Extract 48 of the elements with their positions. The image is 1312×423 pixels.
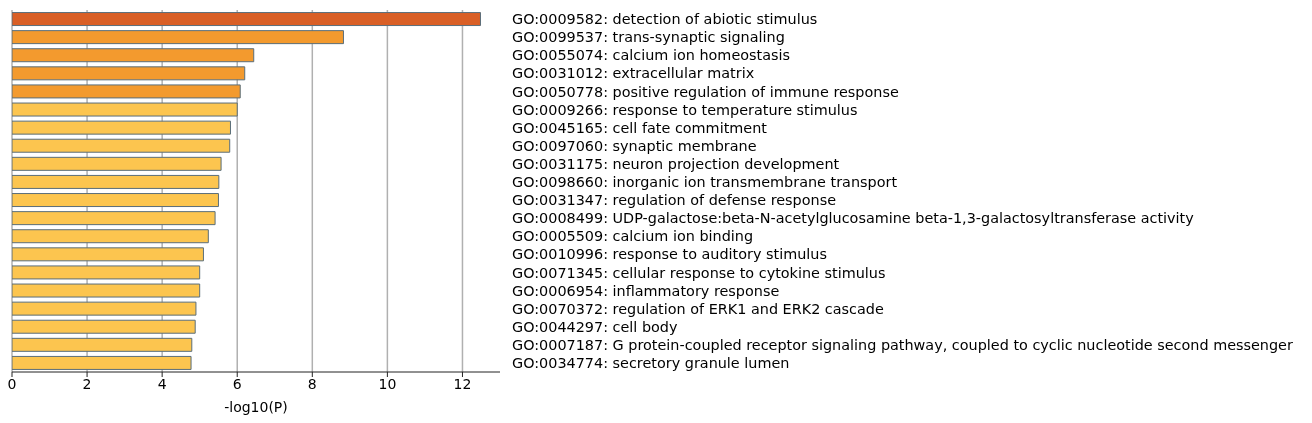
y-tick-label: GO:0008499: UDP-galactose:beta-N-acetylglucosamine beta-1,3-galactosyltransferase activity: [512, 210, 1195, 227]
y-tick-label: GO:0031347: regulation of defense response: [512, 192, 837, 209]
y-tick-label: GO:0097060: synaptic membrane: [512, 137, 757, 154]
x-tick-label: 2: [82, 375, 92, 392]
bar: [12, 355, 192, 370]
bar: [12, 48, 255, 63]
bar: [12, 337, 193, 352]
bar: [12, 193, 219, 208]
y-tick-label: GO:0044297: cell body: [512, 318, 678, 335]
y-tick-label: GO:0010996: response to auditory stimulus: [512, 246, 827, 263]
bar: [12, 30, 344, 45]
bar: [12, 211, 216, 226]
y-tick-label: GO:0099537: trans-synaptic signaling: [512, 29, 785, 46]
y-tick-label: GO:0005509: calcium ion binding: [512, 228, 754, 245]
bar: [12, 283, 201, 298]
x-tick-label: 12: [453, 375, 472, 392]
x-tick-label: 0: [7, 375, 17, 392]
bar: [12, 229, 209, 244]
x-tick-label: 10: [378, 375, 397, 392]
bar: [12, 102, 238, 117]
y-tick-label: GO:0009582: detection of abiotic stimulus: [512, 11, 818, 28]
y-tick-label: GO:0098660: inorganic ion transmembrane transport: [512, 174, 898, 191]
bar: [12, 265, 201, 280]
x-axis-title: -log10(P): [224, 399, 288, 415]
y-tick-label: GO:0031012: extracellular matrix: [512, 65, 755, 82]
bar: [12, 12, 481, 27]
y-tick-label: GO:0009266: response to temperature stimulus: [512, 101, 858, 118]
bar: [12, 156, 222, 171]
bar: [12, 138, 231, 153]
bar: [12, 301, 197, 316]
y-tick-label: GO:0007187: G protein-coupled receptor signaling pathway, coupled to cyclic nucleotide second messenger: [512, 336, 1293, 353]
y-tick-label: GO:0031175: neuron projection development: [512, 155, 840, 172]
y-tick-label: GO:0055074: calcium ion homeostasis: [512, 47, 790, 64]
x-tick-label: 4: [157, 375, 167, 392]
x-tick-label: 8: [307, 375, 317, 392]
bar: [12, 66, 246, 81]
bar: [12, 247, 204, 262]
bar: [12, 84, 241, 99]
bar: [12, 120, 231, 135]
y-tick-label: GO:0070372: regulation of ERK1 and ERK2 cascade: [512, 300, 884, 317]
y-tick-label: GO:0050778: positive regulation of immune response: [512, 83, 899, 100]
bar: [12, 174, 220, 189]
x-tick-label: 6: [232, 375, 242, 392]
y-tick-label: GO:0071345: cellular response to cytokine stimulus: [512, 264, 886, 281]
y-tick-label: GO:0045165: cell fate commitment: [512, 119, 768, 136]
y-tick-label: GO:0006954: inflammatory response: [512, 282, 780, 299]
y-tick-label: GO:0034774: secretory granule lumen: [512, 355, 790, 372]
bar: [12, 319, 196, 334]
